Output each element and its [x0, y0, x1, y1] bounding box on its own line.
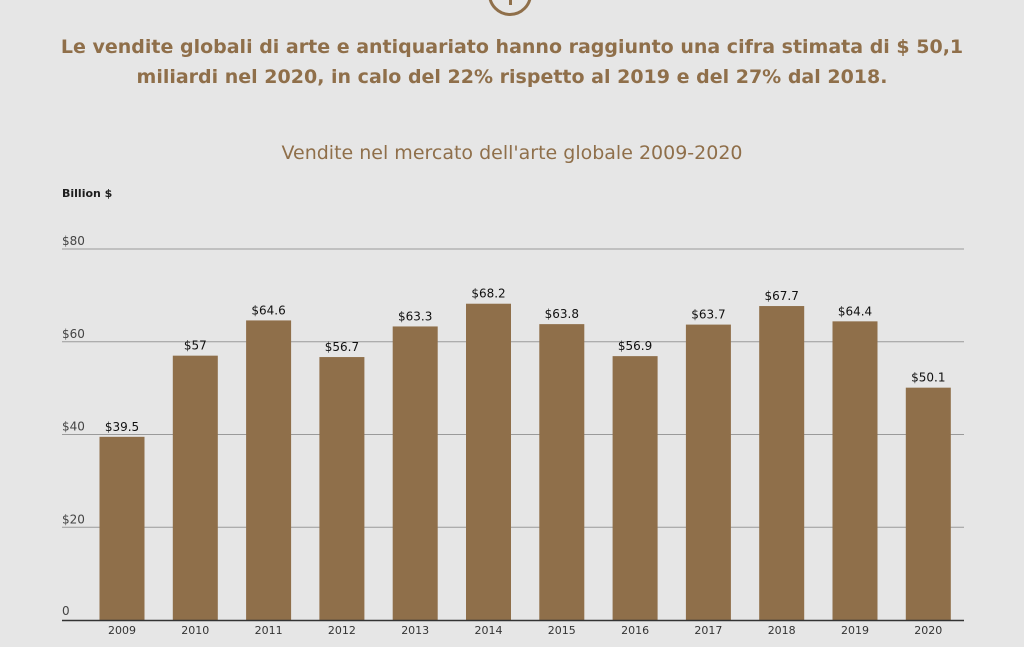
y-tick-label: 0: [62, 604, 70, 618]
data-label: $64.6: [251, 303, 285, 317]
bar: [319, 357, 365, 620]
data-label: $64.4: [838, 304, 872, 318]
x-tick-label: 2010: [181, 624, 209, 637]
x-tick-label: 2014: [475, 624, 503, 637]
y-tick-label: $20: [62, 512, 85, 526]
y-tick-label: $80: [62, 234, 85, 248]
data-label: $50.1: [911, 371, 945, 385]
bar: [612, 356, 658, 620]
bar: [759, 306, 805, 620]
bar: [832, 321, 878, 620]
data-label: $68.2: [471, 287, 505, 301]
y-axis-unit-label: Billion $: [62, 187, 113, 200]
headline: Le vendite globali di arte e antiquariat…: [60, 32, 964, 92]
data-label: $56.7: [325, 340, 359, 354]
x-tick-label: 2011: [255, 624, 283, 637]
headline-line-2: miliardi nel 2020, in calo del 22% rispe…: [136, 66, 888, 88]
data-label: $56.9: [618, 339, 652, 353]
data-label: $63.3: [398, 309, 432, 323]
bar: [466, 303, 511, 620]
bar: [905, 387, 951, 620]
bar: [172, 355, 218, 620]
x-tick-label: 2016: [621, 624, 649, 637]
x-tick-label: 2009: [108, 624, 136, 637]
data-label: $63.7: [691, 308, 725, 322]
data-label: $57: [184, 339, 207, 353]
bar: [685, 324, 731, 620]
x-tick-label: 2017: [694, 624, 722, 637]
x-tick-label: 2019: [841, 624, 869, 637]
data-label: $39.5: [105, 420, 139, 434]
data-label: $67.7: [765, 289, 799, 303]
bar: [246, 320, 292, 620]
data-label: $63.8: [545, 307, 579, 321]
x-tick-label: 2018: [768, 624, 796, 637]
x-tick-label: 2012: [328, 624, 356, 637]
x-tick-label: 2013: [401, 624, 429, 637]
y-tick-label: $40: [62, 420, 85, 434]
bar: [392, 326, 438, 620]
headline-line-1: Le vendite globali di arte e antiquariat…: [60, 36, 964, 58]
bar: [539, 324, 585, 620]
chart-title: Vendite nel mercato dell'arte globale 20…: [281, 142, 743, 164]
x-tick-label: 2020: [914, 624, 942, 637]
x-tick-label: 2015: [548, 624, 576, 637]
bar: [99, 436, 145, 620]
y-tick-label: $60: [62, 327, 85, 341]
